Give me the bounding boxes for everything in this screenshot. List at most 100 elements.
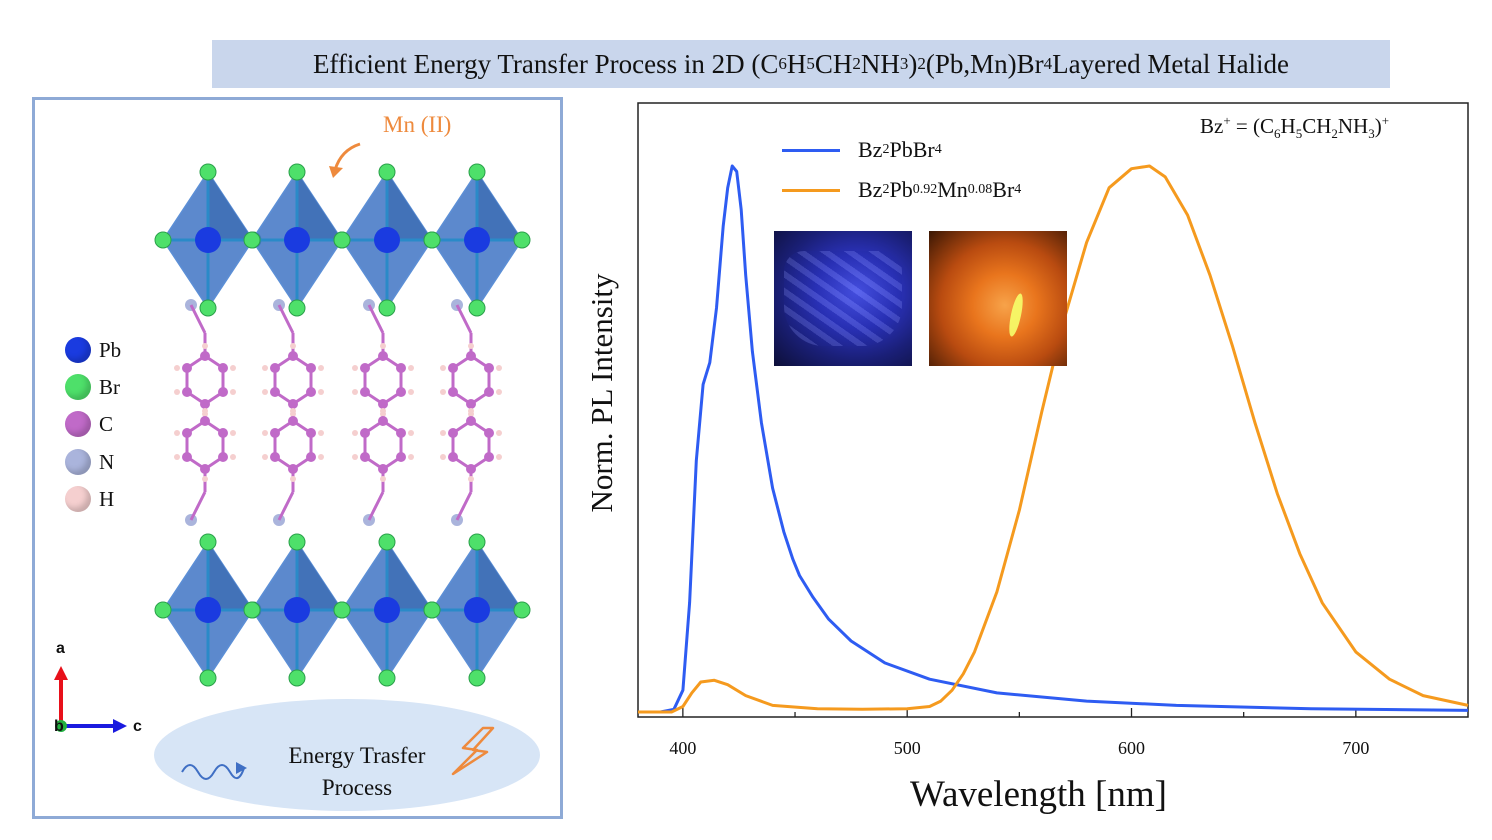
wave-arrowhead-icon <box>236 762 247 774</box>
axis-a-label: a <box>56 640 65 657</box>
annotation-text: CH <box>1302 114 1332 138</box>
h-atom <box>174 365 180 371</box>
octahedron-shade <box>387 172 432 240</box>
c-atom <box>466 416 476 426</box>
octahedron-shade <box>297 172 342 240</box>
legend-entry-bz2pbbr4: Bz 2 PbBr 4 <box>782 137 942 163</box>
c-n-bond <box>455 304 473 334</box>
br-atom <box>423 601 441 619</box>
y-axis-label: Norm. PL Intensity <box>584 273 619 513</box>
pb-atom <box>464 597 490 623</box>
annotation-text: = (C <box>1230 114 1275 138</box>
h-atom <box>290 476 296 482</box>
h-atom <box>440 454 446 460</box>
c-atom <box>288 399 298 409</box>
c-atom <box>484 387 494 397</box>
c-atom <box>484 452 494 462</box>
h-atom <box>408 389 414 395</box>
c-atom <box>270 363 280 373</box>
series-line-0 <box>638 164 1469 714</box>
h-atom <box>290 343 296 349</box>
h-atom <box>380 476 386 482</box>
legend-text: Bz <box>858 177 883 202</box>
h-atom <box>262 389 268 395</box>
h-atom <box>468 343 474 349</box>
annotation-sub: 2 <box>1331 126 1338 142</box>
h-atom <box>440 389 446 395</box>
legend-item-br: Br <box>65 373 120 401</box>
legend-text: Pb <box>889 177 913 202</box>
h-atom <box>318 430 324 436</box>
c-atom <box>378 464 388 474</box>
br-atom <box>288 669 306 687</box>
c-atom <box>218 452 228 462</box>
br-atom <box>378 669 396 687</box>
c-atom <box>218 387 228 397</box>
legend-text: Bz <box>858 137 883 162</box>
h-atom <box>290 408 296 414</box>
c-atom <box>396 428 406 438</box>
title-text: Efficient Energy Transfer Process in 2D … <box>312 48 779 79</box>
br-atom <box>468 299 486 317</box>
h-atom <box>496 430 502 436</box>
pb-atom <box>195 227 221 253</box>
c-atom <box>218 428 228 438</box>
c-atom <box>466 464 476 474</box>
h-atom <box>174 454 180 460</box>
h-atom <box>408 430 414 436</box>
c-atom <box>378 351 388 361</box>
h-atom <box>352 430 358 436</box>
orange-emission-photo <box>929 231 1067 366</box>
h-atom-icon <box>65 486 91 512</box>
annotation-text: Bz <box>1200 114 1224 138</box>
c-atom <box>306 452 316 462</box>
c-atom <box>306 428 316 438</box>
br-atom <box>243 231 261 249</box>
title-sub: 3 <box>899 54 909 73</box>
br-atom <box>154 601 172 619</box>
legend-item-n: N <box>65 448 114 476</box>
c-atom <box>378 416 388 426</box>
legend-label: H <box>99 486 115 511</box>
br-atom <box>199 669 217 687</box>
h-atom <box>380 408 386 414</box>
c-atom <box>218 363 228 373</box>
pb-atom <box>195 597 221 623</box>
c-atom <box>182 387 192 397</box>
c-atom <box>182 428 192 438</box>
h-atom <box>318 365 324 371</box>
pb-atom-icon <box>65 337 91 363</box>
octahedron-shade <box>477 172 522 240</box>
x-tick-label: 600 <box>1118 738 1145 758</box>
c-atom <box>306 363 316 373</box>
br-atom <box>288 163 306 181</box>
axis-b-origin <box>55 720 67 732</box>
crystal-structure-panel: Mn (II) Pb Br C N H a b c Energy Trasfer… <box>32 97 563 819</box>
c-atom-icon <box>65 411 91 437</box>
legend-label: N <box>99 449 115 474</box>
legend-sub: 0.92 <box>912 182 938 197</box>
c-atom <box>360 428 370 438</box>
mn-pointer-arrow <box>333 142 361 171</box>
c-atom <box>200 399 210 409</box>
br-atom <box>154 231 172 249</box>
h-atom <box>352 454 358 460</box>
h-atom <box>408 454 414 460</box>
legend-label: Br <box>99 374 120 399</box>
c-atom <box>270 387 280 397</box>
h-atom <box>408 365 414 371</box>
title-sub: 4 <box>1043 54 1053 73</box>
h-atom <box>174 430 180 436</box>
octahedron-shade <box>208 542 253 610</box>
annotation-text: ) <box>1374 114 1382 138</box>
h-atom <box>262 430 268 436</box>
c-atom <box>288 464 298 474</box>
c-atom <box>360 363 370 373</box>
h-atom <box>496 365 502 371</box>
legend-entry-bz2pbmnbr4: Bz 2 Pb 0.92 Mn 0.08 Br 4 <box>782 177 1021 203</box>
pb-atom <box>464 227 490 253</box>
c-atom <box>182 363 192 373</box>
annotation-sup: + <box>1223 113 1231 128</box>
annotation-sup: + <box>1381 113 1390 128</box>
x-tick-label: 400 <box>669 738 697 758</box>
